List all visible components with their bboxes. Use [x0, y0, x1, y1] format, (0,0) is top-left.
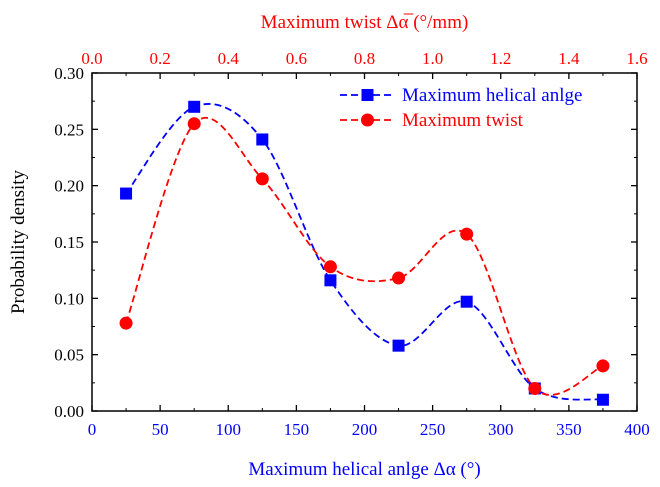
legend-item-twist: Maximum twist [340, 110, 524, 131]
x-tick-label: 200 [352, 420, 378, 439]
data-point-circle [596, 359, 610, 373]
series-curve-0 [125, 103, 604, 401]
y-axis-title: Probability density [8, 169, 29, 314]
data-point-circle [187, 117, 201, 131]
y-tick-label: 0.20 [54, 177, 84, 196]
y-tick-label: 0.25 [54, 120, 84, 139]
top-tick-label: 0.4 [218, 49, 240, 68]
data-markers [119, 100, 610, 406]
x-tick-label: 250 [420, 420, 446, 439]
x-tick-label: 300 [488, 420, 514, 439]
legend-label-helical-angle: Maximum helical anlge [402, 85, 582, 106]
legend-marker-helical-angle [361, 89, 374, 101]
data-point-square [460, 295, 473, 308]
data-point-square [392, 339, 405, 352]
series-curve-1 [125, 116, 604, 396]
top-tick-label: 1.0 [422, 49, 443, 68]
data-point-square [596, 393, 609, 406]
y-axis-ticks: 0.00 0.05 0.10 0.15 0.20 0.25 0.30 [54, 64, 637, 421]
top-axis-ticks: 0.0 0.2 0.4 0.6 0.8 1.0 1.2 1.4 1.6 [81, 49, 648, 79]
legend-label-twist: Maximum twist [402, 110, 524, 131]
x-tick-label: 150 [284, 420, 310, 439]
data-point-circle [528, 381, 542, 395]
y-tick-label: 0.10 [54, 289, 84, 308]
y-tick-label: 0.15 [54, 233, 84, 252]
legend: Maximum helical anlge Maximum twist [340, 85, 582, 131]
top-tick-label: 1.4 [558, 49, 580, 68]
data-point-circle [392, 271, 406, 285]
x-tick-label: 400 [624, 420, 650, 439]
data-point-circle [255, 172, 269, 186]
top-tick-label: 0.0 [81, 49, 102, 68]
top-axis-title: Maximum twist Δα̅ (°/mm) [261, 12, 469, 33]
top-tick-label: 1.6 [626, 49, 647, 68]
data-point-circle [323, 260, 337, 274]
y-tick-label: 0.05 [54, 346, 84, 365]
data-point-circle [119, 316, 133, 330]
x-tick-label: 100 [216, 420, 242, 439]
top-tick-label: 0.8 [354, 49, 375, 68]
x-tick-label: 350 [556, 420, 582, 439]
legend-marker-twist [361, 113, 374, 127]
y-tick-label: 0.00 [54, 402, 84, 421]
x-axis-ticks: 0 50 100 150 200 250 300 350 400 [88, 405, 650, 439]
data-point-square [324, 274, 337, 287]
data-point-square [256, 133, 269, 146]
x-axis-title: Maximum helical anlge Δα (°) [248, 459, 480, 480]
data-point-square [120, 187, 133, 200]
legend-item-helical-angle: Maximum helical anlge [340, 85, 582, 106]
fitted-curves [125, 103, 604, 401]
data-point-circle [460, 227, 474, 241]
top-tick-label: 0.2 [150, 49, 171, 68]
y-tick-label: 0.30 [54, 64, 84, 83]
top-tick-label: 1.2 [490, 49, 511, 68]
data-point-square [188, 100, 201, 113]
x-tick-label: 50 [152, 420, 169, 439]
top-tick-label: 0.6 [286, 49, 307, 68]
x-tick-label: 0 [88, 420, 97, 439]
